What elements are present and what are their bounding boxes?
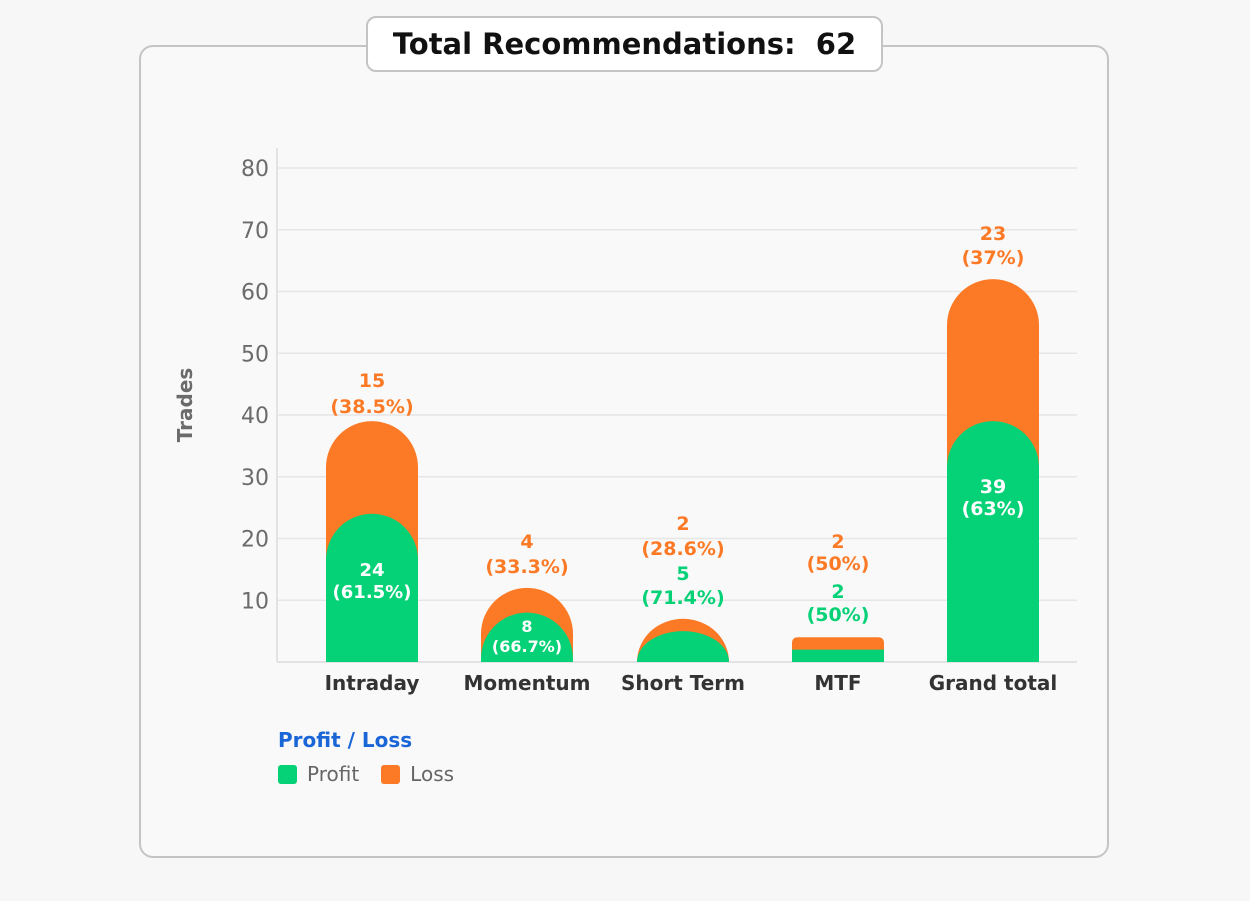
bar-profit-grand-total [947, 421, 1039, 662]
data-label-profit-value: 2 [831, 581, 844, 603]
data-label-loss-pct: (50%) [807, 553, 870, 575]
legend-swatch-profit [278, 764, 297, 784]
y-tick-label: 40 [241, 404, 269, 429]
header-title: Total Recommendations: [392, 27, 796, 61]
x-tick-label: Grand total [929, 671, 1058, 695]
data-label-loss-value: 4 [520, 531, 533, 553]
y-tick-label: 70 [241, 219, 269, 244]
x-tick-label: MTF [814, 671, 861, 695]
y-tick-label: 80 [241, 157, 269, 182]
data-label-loss-value: 2 [676, 513, 689, 535]
legend-title: Profit / Loss [278, 728, 413, 752]
data-label-profit-pct: (61.5%) [333, 582, 412, 603]
data-label-loss-pct: (33.3%) [485, 556, 568, 578]
data-label-profit-pct: (71.4%) [641, 587, 724, 609]
data-label-profit-pct: (63%) [962, 498, 1025, 520]
data-label-loss-value: 23 [980, 223, 1006, 245]
bar-profit-mtf [792, 649, 884, 662]
legend-item-loss[interactable]: Loss [381, 762, 454, 786]
data-label-profit-pct: (66.7%) [492, 637, 562, 656]
data-label-loss-value: 15 [359, 370, 385, 392]
legend-swatch-loss [381, 764, 401, 784]
data-label-profit-pct: (50%) [807, 604, 870, 626]
data-label-profit-value: 5 [676, 563, 689, 585]
legend-label-loss: Loss [410, 762, 455, 786]
data-label-loss-pct: (37%) [962, 247, 1025, 269]
legend-label-profit: Profit [307, 762, 360, 786]
x-tick-label: Intraday [325, 671, 420, 695]
data-label-loss-pct: (28.6%) [641, 538, 724, 560]
bar-profit-momentum [481, 612, 573, 662]
x-tick-label: Short Term [621, 671, 745, 695]
data-label-profit-value: 39 [980, 476, 1006, 498]
y-tick-label: 30 [241, 466, 269, 491]
data-label-profit-value: 8 [521, 617, 532, 636]
header-total: 62 [815, 27, 857, 61]
y-tick-label: 50 [241, 342, 269, 367]
y-axis-label: Trades [173, 368, 197, 443]
y-tick-label: 10 [241, 589, 269, 614]
legend-item-profit[interactable]: Profit [278, 762, 359, 786]
bar-profit-intraday [326, 513, 418, 662]
x-tick-label: Momentum [464, 671, 591, 695]
bar-profit-short-term [637, 631, 729, 662]
total-recommendations-header: Total Recommendations: 62 [366, 16, 883, 72]
legend: Profit / Loss Profit Loss [278, 728, 454, 786]
data-label-profit-value: 24 [359, 560, 384, 581]
y-tick-label: 60 [241, 281, 269, 306]
data-label-loss-value: 2 [831, 531, 844, 553]
data-label-loss-pct: (38.5%) [330, 396, 413, 418]
y-tick-label: 20 [241, 528, 269, 553]
